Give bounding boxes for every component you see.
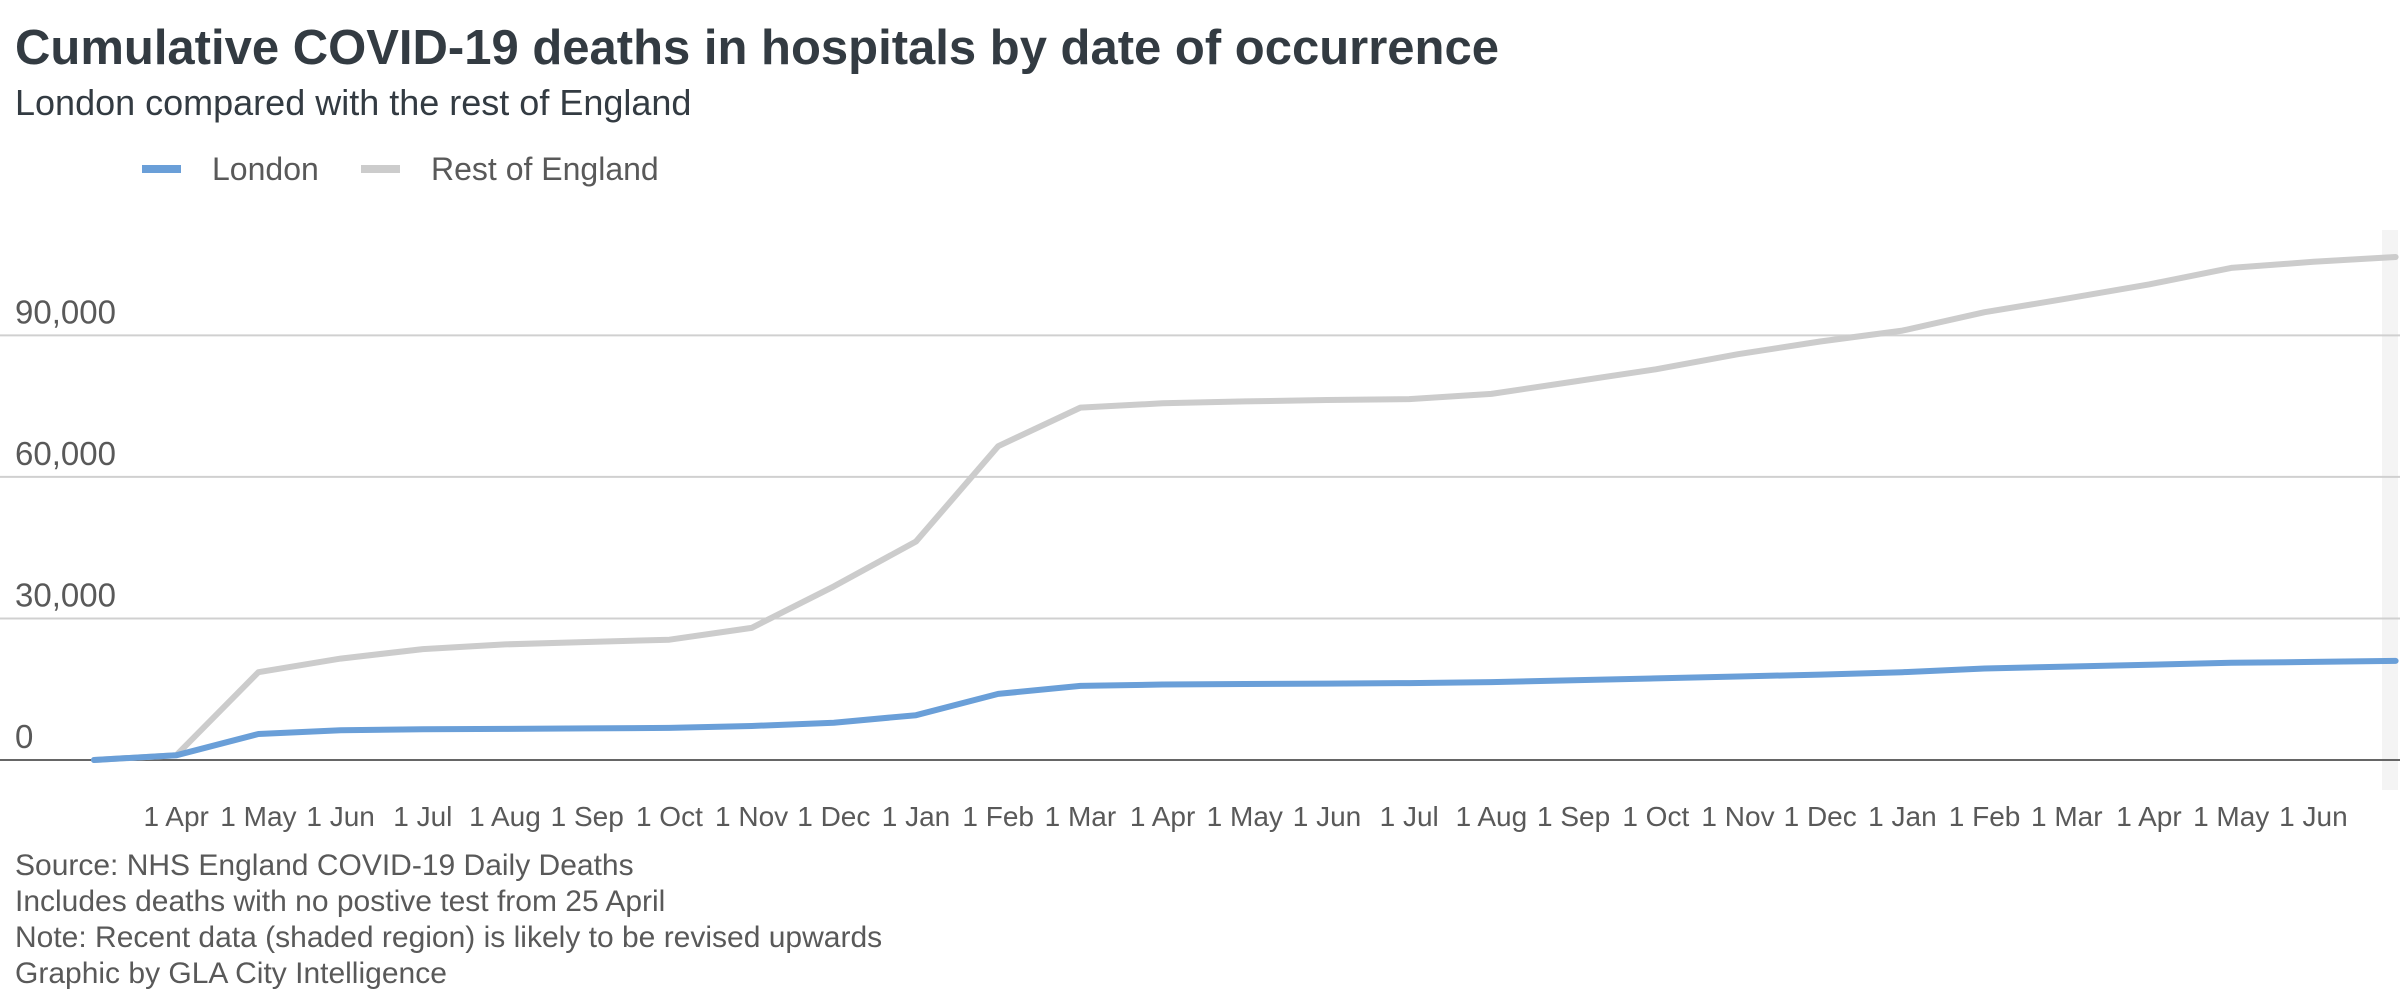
footnote: Note: Recent data (shaded region) is lik…: [15, 921, 882, 954]
x-tick-label: 1 Jun: [2279, 801, 2348, 832]
x-tick-label: 1 Apr: [1130, 801, 1195, 832]
x-tick-label: 1 Sep: [1537, 801, 1610, 832]
x-tick-label: 1 Dec: [1784, 801, 1857, 832]
x-tick-label: 1 Jan: [882, 801, 951, 832]
x-tick-label: 1 Dec: [797, 801, 870, 832]
x-tick-label: 1 Aug: [1456, 801, 1528, 832]
y-tick-label: 90,000: [15, 293, 116, 330]
y-tick-label: 0: [15, 718, 33, 755]
x-tick-label: 1 Sep: [551, 801, 624, 832]
x-tick-label: 1 Nov: [1701, 801, 1774, 832]
x-tick-label: 1 Apr: [2116, 801, 2181, 832]
x-tick-label: 1 Oct: [636, 801, 703, 832]
x-tick-label: 1 Apr: [144, 801, 209, 832]
x-tick-label: 1 May: [220, 801, 296, 832]
series-line: [91, 657, 2399, 763]
x-tick-label: 1 Mar: [2031, 801, 2103, 832]
x-tick-label: 1 Nov: [715, 801, 788, 832]
y-tick-label: 60,000: [15, 435, 116, 472]
y-tick-label: 30,000: [15, 576, 116, 613]
x-tick-label: 1 Aug: [469, 801, 541, 832]
footnote: Source: NHS England COVID-19 Daily Death…: [15, 849, 634, 882]
x-tick-label: 1 Mar: [1045, 801, 1117, 832]
x-tick-label: 1 Jun: [1293, 801, 1362, 832]
series-line: [91, 254, 2399, 763]
x-tick-label: 1 Feb: [1949, 801, 2021, 832]
x-tick-label: 1 Jun: [306, 801, 375, 832]
x-tick-label: 1 Jul: [393, 801, 452, 832]
x-tick-label: 1 May: [2193, 801, 2269, 832]
legend-label: London: [212, 151, 319, 187]
x-tick-label: 1 Feb: [962, 801, 1034, 832]
legend-label: Rest of England: [431, 151, 659, 187]
x-tick-label: 1 Jan: [1868, 801, 1937, 832]
shaded-region: [2382, 230, 2398, 790]
footnote: Includes deaths with no postive test fro…: [15, 885, 665, 918]
footnote: Graphic by GLA City Intelligence: [15, 957, 447, 990]
chart-subtitle: London compared with the rest of England: [15, 82, 691, 123]
x-tick-label: 1 May: [1207, 801, 1283, 832]
x-tick-label: 1 Jul: [1380, 801, 1439, 832]
x-tick-label: 1 Oct: [1622, 801, 1689, 832]
chart-title: Cumulative COVID-19 deaths in hospitals …: [15, 21, 1499, 75]
